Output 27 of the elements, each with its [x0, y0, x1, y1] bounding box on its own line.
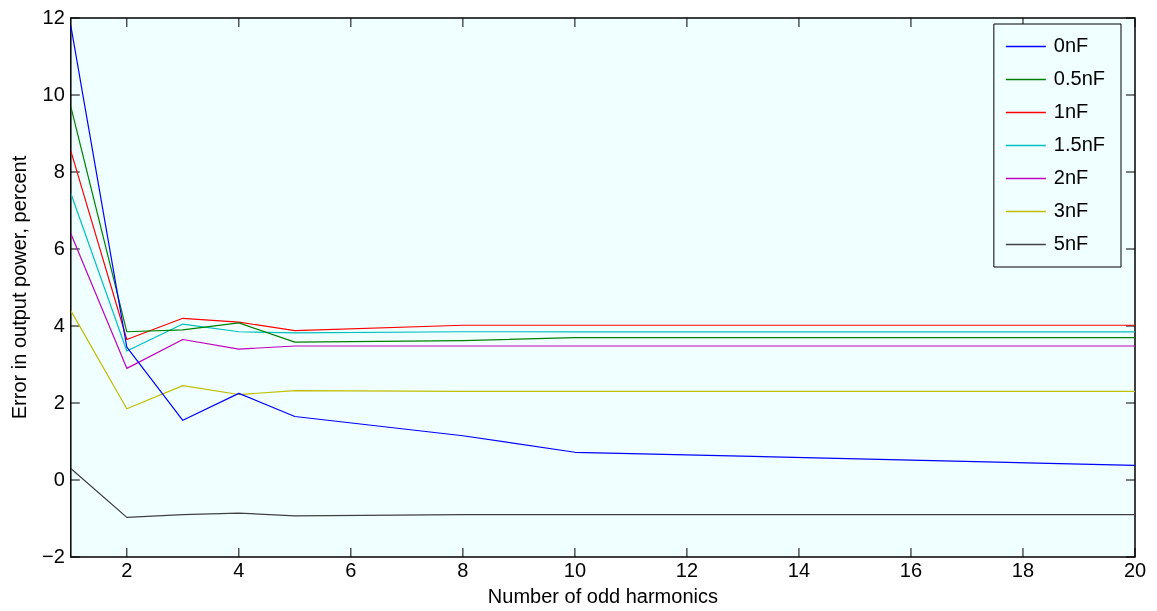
- y-tick-label: −2: [41, 544, 65, 567]
- x-tick-label: 4: [233, 558, 245, 581]
- legend-label: 1nF: [1053, 100, 1089, 123]
- x-tick-label: 10: [563, 558, 587, 581]
- y-tick-label: 12: [42, 5, 65, 28]
- y-tick-label: 8: [53, 159, 65, 182]
- y-tick-label: 10: [42, 82, 65, 105]
- x-tick-label: 14: [787, 558, 811, 581]
- legend-label: 3nF: [1053, 199, 1089, 222]
- y-tick-label: 6: [53, 236, 65, 259]
- legend-label: 1.5nF: [1053, 133, 1106, 156]
- x-axis-title: Number of odd harmonics: [487, 584, 718, 607]
- y-axis-title: Error in output power, percent: [7, 155, 30, 420]
- x-tick-label: 6: [345, 558, 357, 581]
- x-tick-label: 18: [1011, 558, 1035, 581]
- x-tick-label: 8: [457, 558, 469, 581]
- y-tick-label: 0: [53, 467, 65, 490]
- y-tick-label: 4: [53, 313, 65, 336]
- legend-label: 2nF: [1053, 166, 1089, 189]
- x-tick-label: 12: [675, 558, 699, 581]
- x-tick-label: 2: [121, 558, 133, 581]
- legend-label: 0.5nF: [1053, 67, 1106, 90]
- legend-label: 0nF: [1053, 34, 1089, 57]
- x-tick-label: 16: [899, 558, 923, 581]
- y-tick-label: 2: [53, 390, 65, 413]
- x-tick-label: 20: [1123, 558, 1147, 581]
- legend-label: 5nF: [1053, 232, 1089, 255]
